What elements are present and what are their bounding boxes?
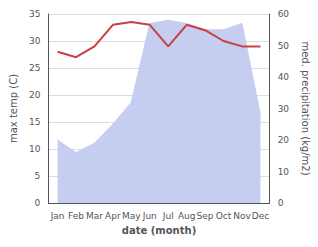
svg-text:date (month): date (month) — [122, 225, 196, 236]
svg-text:Nov: Nov — [233, 211, 251, 221]
svg-text:Feb: Feb — [68, 211, 84, 221]
svg-text:20: 20 — [29, 90, 41, 100]
svg-text:Dec: Dec — [252, 211, 269, 221]
svg-text:0: 0 — [35, 198, 41, 208]
svg-text:Mar: Mar — [86, 211, 103, 221]
svg-text:Oct: Oct — [216, 211, 232, 221]
svg-text:Jul: Jul — [162, 211, 174, 221]
svg-text:Apr: Apr — [105, 211, 121, 221]
svg-text:35: 35 — [29, 9, 40, 19]
svg-text:60: 60 — [278, 9, 290, 19]
svg-text:May: May — [122, 211, 141, 221]
svg-text:5: 5 — [35, 171, 41, 181]
svg-text:40: 40 — [278, 72, 290, 82]
svg-text:Aug: Aug — [178, 211, 196, 221]
svg-text:Jan: Jan — [50, 211, 65, 221]
svg-text:30: 30 — [278, 104, 290, 114]
svg-text:20: 20 — [278, 135, 290, 145]
svg-text:25: 25 — [29, 63, 40, 73]
svg-text:30: 30 — [29, 36, 41, 46]
svg-text:10: 10 — [29, 144, 41, 154]
svg-text:med. precipitation (kg/m2): med. precipitation (kg/m2) — [300, 41, 311, 175]
svg-text:max temp (C): max temp (C) — [8, 74, 19, 143]
svg-text:15: 15 — [29, 117, 40, 127]
svg-text:50: 50 — [278, 41, 290, 51]
svg-text:Sep: Sep — [197, 211, 214, 221]
svg-text:10: 10 — [278, 167, 290, 177]
svg-text:0: 0 — [278, 198, 284, 208]
svg-text:Jun: Jun — [142, 211, 157, 221]
